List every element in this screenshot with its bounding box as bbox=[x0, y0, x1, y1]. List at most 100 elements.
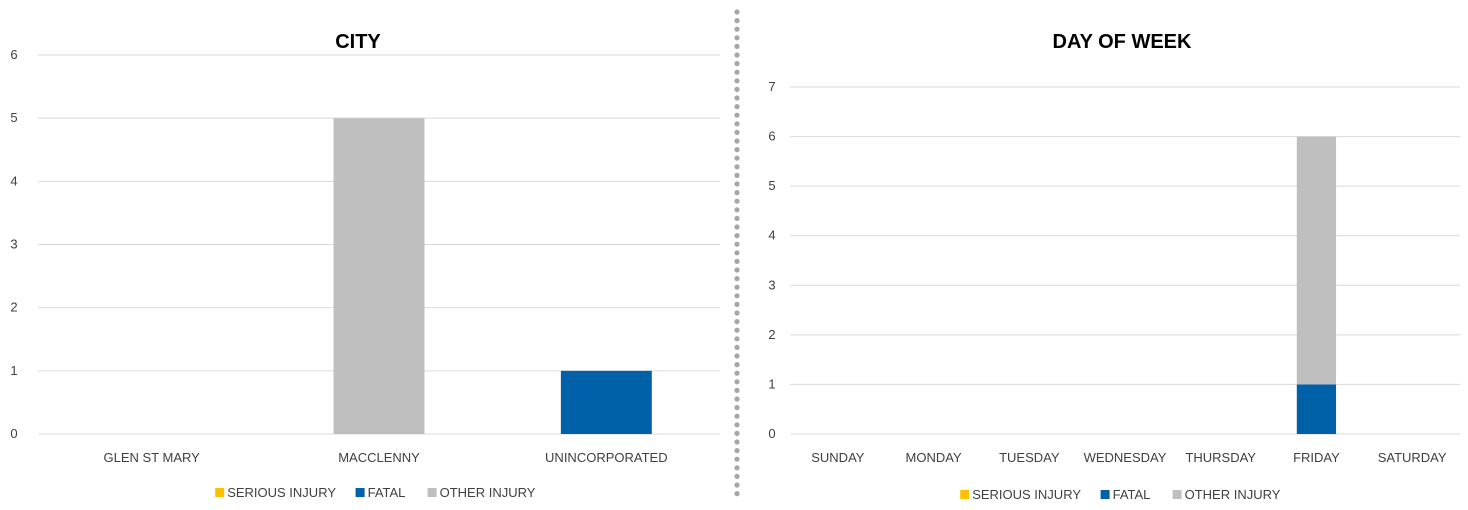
divider-dot bbox=[734, 482, 740, 488]
divider-dot bbox=[734, 61, 740, 67]
category-label: MACCLENNY bbox=[338, 450, 420, 465]
category-label: FRIDAY bbox=[1293, 450, 1340, 465]
y-tick-label: 2 bbox=[10, 300, 17, 315]
bar-fatal bbox=[1296, 384, 1337, 434]
divider-dot bbox=[734, 198, 740, 204]
bar-other-injury bbox=[1296, 136, 1337, 385]
divider-dot bbox=[734, 250, 740, 256]
legend-swatch bbox=[1100, 490, 1110, 499]
divider-dot bbox=[734, 379, 740, 385]
divider-dot bbox=[734, 155, 740, 161]
city-chart: CITY 0 1 2 3 4 5 6 GLEN ST MARY MACCLENNY UNINCOR… bbox=[10, 31, 720, 500]
divider-dot bbox=[734, 284, 740, 290]
bar-fatal bbox=[560, 370, 652, 434]
divider-dot bbox=[734, 396, 740, 402]
divider-dot bbox=[734, 336, 740, 342]
divider-dot bbox=[734, 190, 740, 196]
divider-dot bbox=[734, 258, 740, 264]
divider-dot bbox=[734, 18, 740, 24]
divider-dot bbox=[734, 26, 740, 32]
category-label: SUNDAY bbox=[811, 450, 865, 465]
y-tick-label: 0 bbox=[768, 426, 775, 441]
divider-dot bbox=[734, 353, 740, 359]
chart-divider bbox=[734, 9, 740, 497]
y-tick-label: 3 bbox=[768, 277, 775, 292]
category-label: UNINCORPORATED bbox=[545, 450, 668, 465]
divider-dot bbox=[734, 112, 740, 118]
y-tick-label: 4 bbox=[10, 173, 17, 188]
divider-dot bbox=[734, 310, 740, 316]
divider-dot bbox=[734, 276, 740, 282]
category-label: TUESDAY bbox=[999, 450, 1060, 465]
divider-dot bbox=[734, 164, 740, 170]
chart-title: CITY bbox=[335, 31, 381, 53]
divider-dot bbox=[734, 344, 740, 350]
divider-dot bbox=[734, 138, 740, 144]
divider-dot bbox=[734, 78, 740, 84]
divider-dot bbox=[734, 35, 740, 41]
divider-dot bbox=[734, 491, 740, 497]
y-tick-label: 3 bbox=[10, 237, 17, 252]
divider-dot bbox=[734, 473, 740, 479]
divider-dot bbox=[734, 422, 740, 428]
divider-dot bbox=[734, 439, 740, 445]
divider-dot bbox=[734, 147, 740, 153]
y-tick-label: 5 bbox=[768, 178, 775, 193]
divider-dot bbox=[734, 465, 740, 471]
divider-dot bbox=[734, 129, 740, 135]
legend-swatch bbox=[960, 490, 970, 499]
chart-title: DAY OF WEEK bbox=[1053, 31, 1192, 53]
divider-dot bbox=[734, 9, 740, 15]
legend-swatch bbox=[215, 488, 225, 497]
y-tick-label: 1 bbox=[768, 376, 775, 391]
divider-dot bbox=[734, 121, 740, 127]
divider-dot bbox=[734, 69, 740, 75]
y-tick-label: 7 bbox=[768, 79, 775, 94]
legend-label: SERIOUS INJURY bbox=[227, 485, 336, 500]
legend-label: OTHER INJURY bbox=[1185, 487, 1281, 502]
legend-label: SERIOUS INJURY bbox=[972, 487, 1081, 502]
divider-dot bbox=[734, 241, 740, 247]
divider-dot bbox=[734, 172, 740, 178]
divider-dot bbox=[734, 456, 740, 462]
divider-dot bbox=[734, 362, 740, 368]
legend: SERIOUS INJURY FATAL OTHER INJURY bbox=[215, 485, 536, 500]
divider-dot bbox=[734, 86, 740, 92]
legend-label: OTHER INJURY bbox=[440, 485, 536, 500]
y-tick-label: 2 bbox=[768, 327, 775, 342]
bar-other-injury bbox=[333, 118, 425, 435]
divider-dot bbox=[734, 430, 740, 436]
legend-swatch bbox=[355, 488, 365, 497]
y-tick-label: 6 bbox=[10, 47, 17, 62]
divider-dot bbox=[734, 207, 740, 213]
legend: SERIOUS INJURY FATAL OTHER INJURY bbox=[960, 487, 1281, 502]
day-of-week-chart: DAY OF WEEK 0 1 2 3 4 5 6 7 SUNDAY MONDAY TUESDAY W… bbox=[768, 31, 1460, 502]
category-label: WEDNESDAY bbox=[1084, 450, 1167, 465]
y-tick-label: 6 bbox=[768, 129, 775, 144]
divider-dot bbox=[734, 327, 740, 333]
legend-label: FATAL bbox=[368, 485, 406, 500]
y-tick-label: 1 bbox=[10, 363, 17, 378]
divider-dot bbox=[734, 387, 740, 393]
y-tick-label: 5 bbox=[10, 110, 17, 125]
legend-swatch bbox=[1172, 490, 1182, 499]
divider-dot bbox=[734, 267, 740, 273]
y-tick-label: 4 bbox=[768, 228, 775, 243]
divider-dot bbox=[734, 413, 740, 419]
divider-dot bbox=[734, 224, 740, 230]
category-label: THURSDAY bbox=[1185, 450, 1256, 465]
category-label: MONDAY bbox=[906, 450, 962, 465]
divider-dot bbox=[734, 43, 740, 50]
divider-dot bbox=[734, 215, 740, 221]
divider-dot bbox=[734, 370, 740, 376]
divider-dot bbox=[734, 95, 740, 101]
divider-dot bbox=[734, 405, 740, 411]
divider-dot bbox=[734, 301, 740, 307]
legend-label: FATAL bbox=[1113, 487, 1151, 502]
divider-dot bbox=[734, 319, 740, 325]
divider-dot bbox=[734, 52, 740, 58]
legend-swatch bbox=[427, 488, 437, 497]
y-tick-label: 0 bbox=[10, 426, 17, 441]
category-label: SATURDAY bbox=[1378, 450, 1447, 465]
